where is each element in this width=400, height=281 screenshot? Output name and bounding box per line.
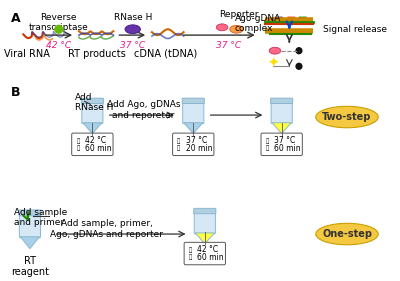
FancyBboxPatch shape bbox=[184, 242, 226, 265]
Text: RT
reagent: RT reagent bbox=[11, 255, 49, 277]
Text: Ago-gDNA
complex: Ago-gDNA complex bbox=[234, 14, 281, 33]
Circle shape bbox=[296, 64, 302, 69]
FancyBboxPatch shape bbox=[82, 101, 103, 124]
Ellipse shape bbox=[316, 106, 378, 128]
Text: 🌡: 🌡 bbox=[189, 248, 192, 253]
Text: A: A bbox=[11, 12, 20, 25]
FancyBboxPatch shape bbox=[287, 16, 296, 22]
Polygon shape bbox=[195, 233, 214, 244]
Ellipse shape bbox=[216, 24, 228, 31]
Text: 37 °C: 37 °C bbox=[120, 41, 145, 50]
Text: 60 min: 60 min bbox=[197, 253, 224, 262]
Text: Add Ago, gDNAs
and reporeter: Add Ago, gDNAs and reporeter bbox=[106, 100, 180, 120]
Text: Add sample, primer,
Ago, gDNAs and reporter: Add sample, primer, Ago, gDNAs and repor… bbox=[50, 219, 163, 239]
Text: 🌡: 🌡 bbox=[76, 139, 80, 144]
Text: 🌡: 🌡 bbox=[177, 139, 180, 144]
FancyBboxPatch shape bbox=[81, 98, 104, 103]
FancyBboxPatch shape bbox=[19, 210, 41, 216]
Text: Signal release: Signal release bbox=[323, 25, 387, 34]
Ellipse shape bbox=[125, 25, 140, 34]
Polygon shape bbox=[20, 237, 40, 249]
FancyBboxPatch shape bbox=[275, 16, 283, 22]
Text: 42 °C: 42 °C bbox=[85, 136, 106, 145]
Text: 🌡: 🌡 bbox=[266, 139, 269, 144]
FancyBboxPatch shape bbox=[173, 133, 214, 156]
Text: ✦: ✦ bbox=[267, 56, 279, 70]
FancyBboxPatch shape bbox=[19, 214, 40, 238]
Text: One-step: One-step bbox=[322, 229, 372, 239]
Text: RNase H: RNase H bbox=[114, 13, 152, 22]
Circle shape bbox=[296, 48, 302, 54]
Ellipse shape bbox=[316, 223, 378, 245]
Ellipse shape bbox=[230, 25, 243, 33]
Text: ⏱: ⏱ bbox=[177, 146, 180, 151]
FancyBboxPatch shape bbox=[299, 16, 307, 22]
Text: 37 °C: 37 °C bbox=[274, 136, 295, 145]
Text: Reverse
transcriptase: Reverse transcriptase bbox=[29, 13, 89, 32]
FancyBboxPatch shape bbox=[194, 212, 215, 234]
Text: cDNA (tDNA): cDNA (tDNA) bbox=[134, 49, 197, 59]
Ellipse shape bbox=[269, 47, 281, 54]
Text: Add sample
and primer: Add sample and primer bbox=[14, 208, 67, 227]
Text: Two-step: Two-step bbox=[322, 112, 372, 122]
Text: 37 °C: 37 °C bbox=[186, 136, 207, 145]
FancyBboxPatch shape bbox=[72, 133, 113, 156]
Text: Viral RNA: Viral RNA bbox=[4, 49, 50, 59]
Text: Reporter: Reporter bbox=[219, 10, 259, 19]
Text: ⏱: ⏱ bbox=[76, 146, 80, 151]
Text: Add
RNase H: Add RNase H bbox=[75, 93, 114, 112]
Text: 42 °C: 42 °C bbox=[46, 41, 71, 50]
FancyBboxPatch shape bbox=[271, 98, 293, 103]
Text: B: B bbox=[11, 86, 20, 99]
Text: 60 min: 60 min bbox=[85, 144, 111, 153]
Text: ⏱: ⏱ bbox=[189, 255, 192, 260]
FancyBboxPatch shape bbox=[194, 208, 216, 214]
Polygon shape bbox=[184, 123, 203, 133]
Text: ⏱: ⏱ bbox=[266, 146, 269, 151]
Text: 60 min: 60 min bbox=[274, 144, 301, 153]
FancyBboxPatch shape bbox=[183, 101, 204, 124]
Polygon shape bbox=[272, 123, 291, 133]
Text: 20 min: 20 min bbox=[186, 144, 212, 153]
Text: 37 °C: 37 °C bbox=[216, 41, 241, 50]
Text: RT products: RT products bbox=[68, 49, 126, 59]
FancyBboxPatch shape bbox=[182, 98, 204, 103]
Polygon shape bbox=[83, 123, 102, 133]
FancyBboxPatch shape bbox=[271, 101, 292, 124]
FancyBboxPatch shape bbox=[261, 133, 302, 156]
Text: 42 °C: 42 °C bbox=[197, 245, 218, 254]
Circle shape bbox=[55, 25, 62, 33]
